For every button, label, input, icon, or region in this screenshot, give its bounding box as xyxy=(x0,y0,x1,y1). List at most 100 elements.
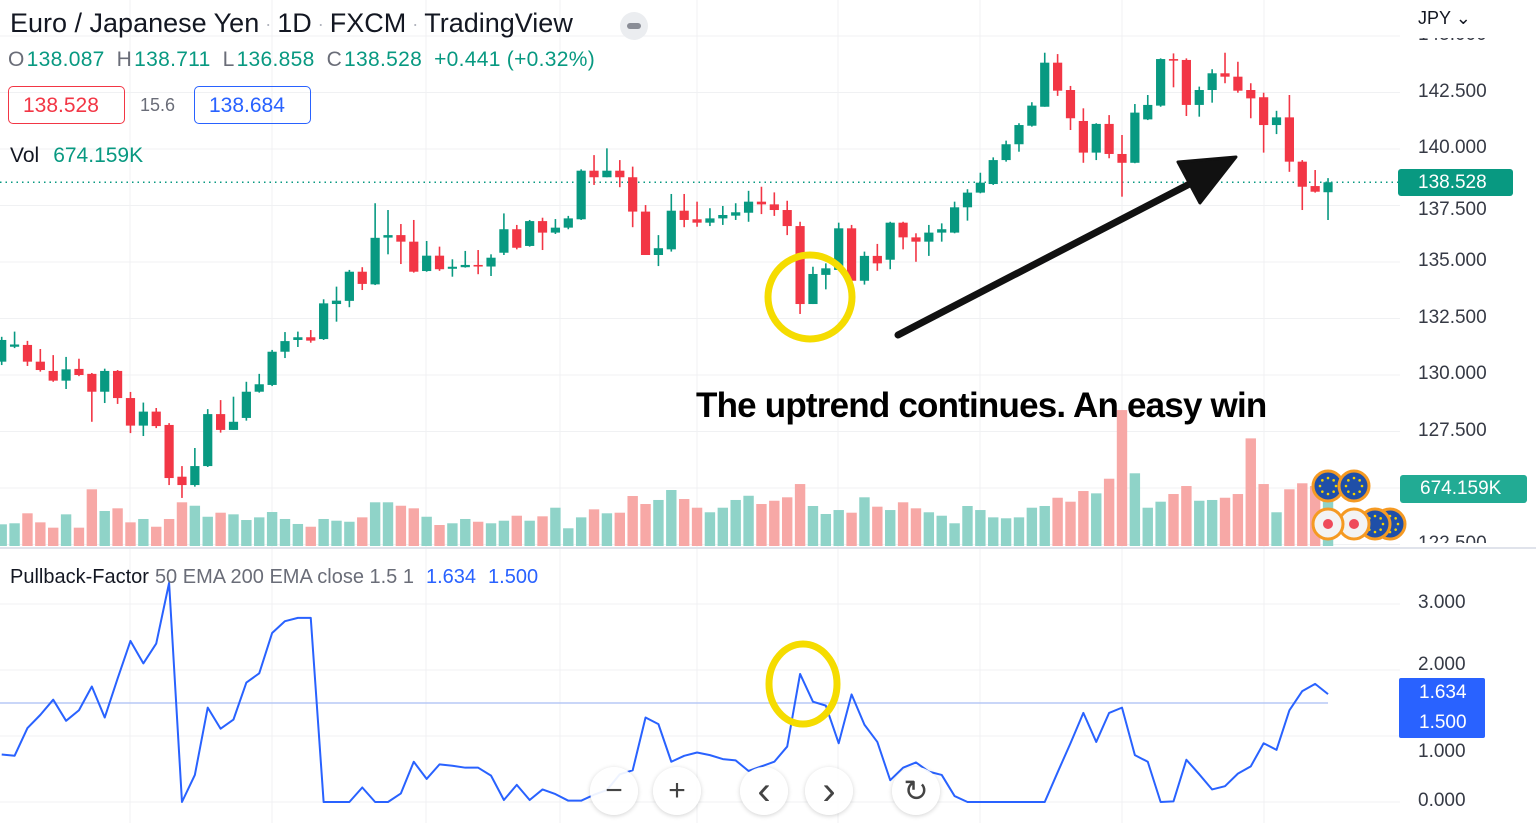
candle-body xyxy=(383,235,393,238)
price-axis-label: 130.000 xyxy=(1418,363,1487,384)
indicator-axis-label: 0.000 xyxy=(1418,790,1466,811)
volume-bar xyxy=(382,502,394,546)
candle-body xyxy=(795,226,805,305)
candle-body xyxy=(1181,59,1191,105)
candle-body xyxy=(1104,123,1114,154)
candle-body xyxy=(396,235,406,242)
candle-body xyxy=(1310,186,1320,192)
volume-bar xyxy=(60,514,72,546)
candle-body xyxy=(241,391,251,418)
candle-body xyxy=(1091,123,1101,153)
interval[interactable]: 1D xyxy=(277,8,312,38)
volume-bar xyxy=(0,524,7,546)
volume-bar xyxy=(434,525,445,546)
eu-flag-star xyxy=(1373,514,1377,518)
volume-bar xyxy=(48,527,59,546)
volume-bar xyxy=(666,489,677,546)
volume-bar xyxy=(1232,494,1244,546)
candle-body xyxy=(872,255,882,264)
currency-selector[interactable]: JPY ⌄ xyxy=(1418,8,1471,28)
volume-bar xyxy=(215,512,226,546)
volume-bar xyxy=(1168,494,1179,546)
high-value: 138.711 xyxy=(134,48,211,71)
highlight-circle xyxy=(765,640,841,728)
candle-body xyxy=(1001,144,1011,161)
buy-button[interactable]: 138.684 xyxy=(194,86,311,124)
volume-bar xyxy=(781,497,793,546)
volume-bar xyxy=(447,523,458,546)
volume-bar xyxy=(472,521,484,546)
eu-flag-star xyxy=(1360,484,1364,488)
volume-bar xyxy=(846,512,857,546)
candle-body xyxy=(409,241,419,272)
eu-flag-star xyxy=(1326,492,1330,496)
candle-body xyxy=(666,210,676,250)
eu-flag-star xyxy=(1344,484,1348,488)
candle-body xyxy=(1246,90,1256,99)
candle-body xyxy=(602,170,612,178)
volume-bar xyxy=(254,517,265,546)
volume-bar xyxy=(872,506,883,546)
collapse-legend-button[interactable] xyxy=(620,12,648,40)
scroll-back-button[interactable]: ‹ xyxy=(740,767,788,815)
volume-bar xyxy=(305,526,316,546)
zoom-in-button[interactable]: + xyxy=(653,767,701,815)
candle-body xyxy=(190,466,200,486)
volume-bar xyxy=(163,518,175,546)
indicator-axis-label: 2.000 xyxy=(1418,654,1466,675)
volume-bar xyxy=(318,518,329,546)
candle-body xyxy=(1220,73,1230,77)
volume-bar xyxy=(743,495,754,546)
candle-body xyxy=(228,421,239,430)
eu-flag-star xyxy=(1352,492,1356,496)
candle-body xyxy=(563,218,573,228)
candle-body xyxy=(692,219,702,223)
indicator-value-tags: 1.634 1.500 xyxy=(1399,678,1485,738)
candle-body xyxy=(769,204,779,211)
candle-body xyxy=(898,222,908,238)
candle-body xyxy=(125,398,136,426)
exchange: FXCM xyxy=(329,8,407,38)
zoom-out-button[interactable]: − xyxy=(590,767,638,815)
volume-bar xyxy=(292,523,304,546)
scroll-forward-button[interactable]: › xyxy=(805,767,853,815)
candle-body xyxy=(254,384,264,392)
candle-body xyxy=(100,370,110,392)
eu-flag-star xyxy=(1379,517,1382,520)
candle-body xyxy=(306,337,316,341)
volume-bar xyxy=(460,518,471,546)
candle-body xyxy=(1156,59,1166,106)
reset-chart-button[interactable]: ↻ xyxy=(892,767,940,815)
volume-bar xyxy=(1116,410,1128,546)
chart-title: Euro / Japanese Yen · 1D · FXCM · TradingView xyxy=(10,8,573,38)
indicator-legend[interactable]: Pullback-Factor 50 EMA 200 EMA close 1.5 … xyxy=(10,566,539,588)
candle-body xyxy=(988,160,998,185)
candle-body xyxy=(473,264,483,267)
open-value: 138.087 xyxy=(26,48,105,71)
sell-button[interactable]: 138.528 xyxy=(8,86,125,124)
volume-bar xyxy=(1013,517,1025,546)
arrow-head-icon xyxy=(1176,155,1238,205)
eur-event-icon xyxy=(1337,469,1371,503)
volume-bar xyxy=(1039,505,1050,546)
price-axis-label: 127.500 xyxy=(1418,419,1487,441)
candle-body xyxy=(344,271,354,301)
volume-bar xyxy=(820,513,832,546)
volume-bar xyxy=(369,502,381,546)
candle-body xyxy=(628,177,638,212)
candle-body xyxy=(1207,73,1217,91)
candle-body xyxy=(859,255,870,281)
volume-bar xyxy=(1000,518,1012,546)
jpy-flag-dot xyxy=(1323,519,1333,529)
eu-flag-star xyxy=(1379,528,1382,531)
volume-bar xyxy=(1103,478,1115,546)
volume-bar xyxy=(1284,489,1295,546)
candle-body xyxy=(846,228,857,281)
volume-bar xyxy=(717,507,729,546)
volume-bar xyxy=(885,510,896,546)
symbol-name[interactable]: Euro / Japanese Yen xyxy=(10,8,260,38)
volume-bar xyxy=(897,502,909,546)
volume-bar xyxy=(1297,483,1308,546)
candle-body xyxy=(61,369,71,381)
